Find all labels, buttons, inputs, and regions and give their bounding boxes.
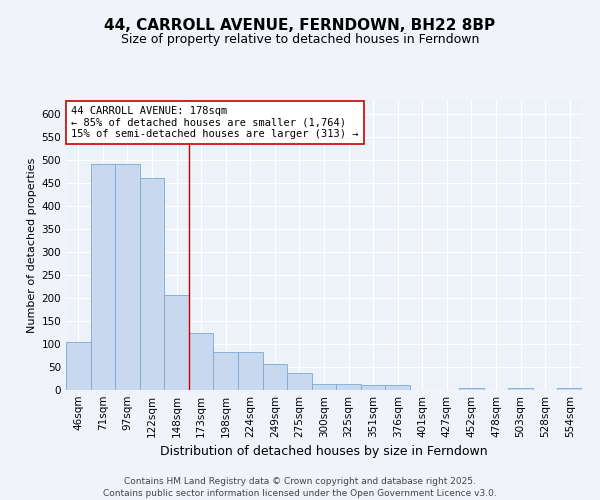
Text: 44 CARROLL AVENUE: 178sqm
← 85% of detached houses are smaller (1,764)
15% of se: 44 CARROLL AVENUE: 178sqm ← 85% of detac… xyxy=(71,106,359,139)
Bar xyxy=(385,385,410,390)
Text: 44, CARROLL AVENUE, FERNDOWN, BH22 8BP: 44, CARROLL AVENUE, FERNDOWN, BH22 8BP xyxy=(104,18,496,32)
Text: Contains HM Land Registry data © Crown copyright and database right 2025.
Contai: Contains HM Land Registry data © Crown c… xyxy=(103,476,497,498)
Bar xyxy=(287,372,312,390)
Bar xyxy=(91,164,115,390)
Bar xyxy=(189,334,214,390)
Bar xyxy=(214,352,238,390)
Bar xyxy=(238,352,263,390)
Bar xyxy=(164,294,189,390)
Bar xyxy=(263,364,287,390)
Bar xyxy=(508,388,533,390)
X-axis label: Distribution of detached houses by size in Ferndown: Distribution of detached houses by size … xyxy=(160,446,488,458)
Bar xyxy=(361,386,385,390)
Y-axis label: Number of detached properties: Number of detached properties xyxy=(27,158,37,332)
Bar xyxy=(459,388,484,390)
Bar xyxy=(312,384,336,390)
Bar xyxy=(557,388,582,390)
Bar xyxy=(66,342,91,390)
Bar xyxy=(336,384,361,390)
Bar xyxy=(140,178,164,390)
Text: Size of property relative to detached houses in Ferndown: Size of property relative to detached ho… xyxy=(121,32,479,46)
Bar xyxy=(115,164,140,390)
